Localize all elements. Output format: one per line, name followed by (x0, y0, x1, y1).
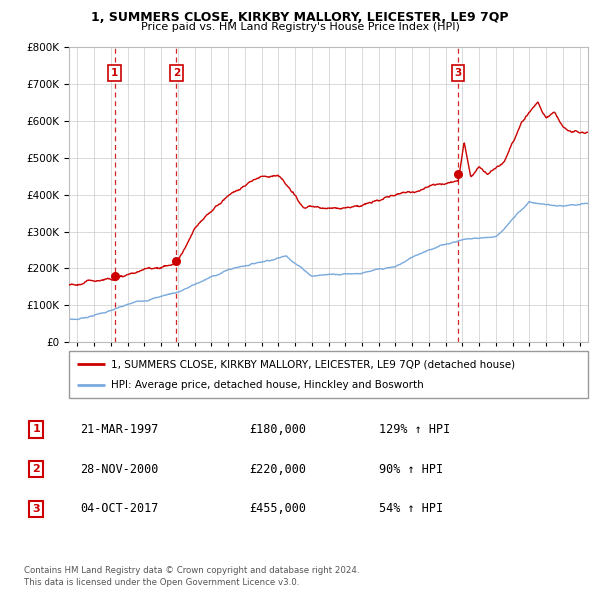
Text: 54% ↑ HPI: 54% ↑ HPI (379, 502, 443, 515)
Text: 1, SUMMERS CLOSE, KIRKBY MALLORY, LEICESTER, LE9 7QP: 1, SUMMERS CLOSE, KIRKBY MALLORY, LEICES… (91, 11, 509, 24)
Text: 2: 2 (32, 464, 40, 474)
Text: 21-MAR-1997: 21-MAR-1997 (80, 423, 159, 436)
Text: HPI: Average price, detached house, Hinckley and Bosworth: HPI: Average price, detached house, Hinc… (110, 380, 423, 390)
Text: 28-NOV-2000: 28-NOV-2000 (80, 463, 159, 476)
Text: £455,000: £455,000 (250, 502, 307, 515)
Text: 2: 2 (173, 68, 180, 78)
Text: 90% ↑ HPI: 90% ↑ HPI (379, 463, 443, 476)
Text: Price paid vs. HM Land Registry's House Price Index (HPI): Price paid vs. HM Land Registry's House … (140, 22, 460, 32)
Text: 3: 3 (455, 68, 462, 78)
Text: 3: 3 (32, 504, 40, 514)
Text: £220,000: £220,000 (250, 463, 307, 476)
Text: 1, SUMMERS CLOSE, KIRKBY MALLORY, LEICESTER, LE9 7QP (detached house): 1, SUMMERS CLOSE, KIRKBY MALLORY, LEICES… (110, 359, 515, 369)
Text: 04-OCT-2017: 04-OCT-2017 (80, 502, 159, 515)
Text: 1: 1 (32, 424, 40, 434)
Text: £180,000: £180,000 (250, 423, 307, 436)
Text: 1: 1 (111, 68, 118, 78)
Text: Contains HM Land Registry data © Crown copyright and database right 2024.
This d: Contains HM Land Registry data © Crown c… (24, 566, 359, 587)
Text: 129% ↑ HPI: 129% ↑ HPI (379, 423, 451, 436)
